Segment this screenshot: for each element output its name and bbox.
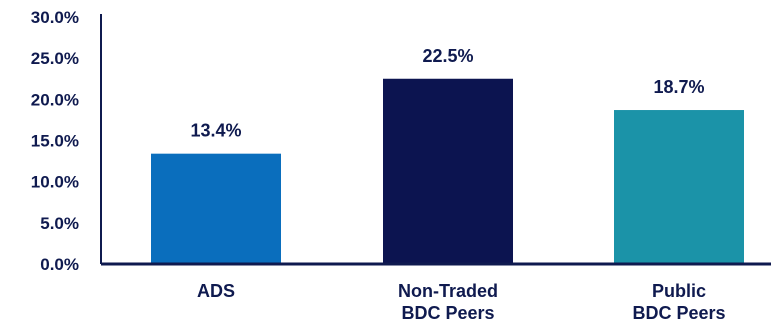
x-tick-label: ADS: [197, 281, 235, 301]
data-label: 13.4%: [190, 121, 241, 141]
x-tick-label: Public: [652, 281, 706, 301]
y-tick-label: 10.0%: [31, 173, 79, 192]
x-tick-label: BDC Peers: [401, 303, 494, 323]
y-tick-label: 30.0%: [31, 8, 79, 27]
bar: [383, 78, 513, 264]
y-axis: 0.0% 5.0% 10.0% 15.0% 20.0% 25.0% 30.0%: [31, 8, 102, 274]
y-tick-label: 20.0%: [31, 90, 79, 109]
y-tick-label: 5.0%: [40, 214, 79, 233]
y-tick-label: 0.0%: [40, 255, 79, 274]
data-label: 18.7%: [653, 77, 704, 97]
bar: [614, 110, 744, 264]
data-labels: 13.4% 22.5% 18.7%: [190, 46, 704, 141]
x-tick-label: BDC Peers: [632, 303, 725, 323]
y-tick-label: 15.0%: [31, 132, 79, 151]
bars: [151, 78, 744, 264]
x-tick-label: Non-Traded: [398, 281, 498, 301]
y-tick-label: 25.0%: [31, 49, 79, 68]
bar: [151, 153, 281, 264]
data-label: 22.5%: [422, 46, 473, 66]
